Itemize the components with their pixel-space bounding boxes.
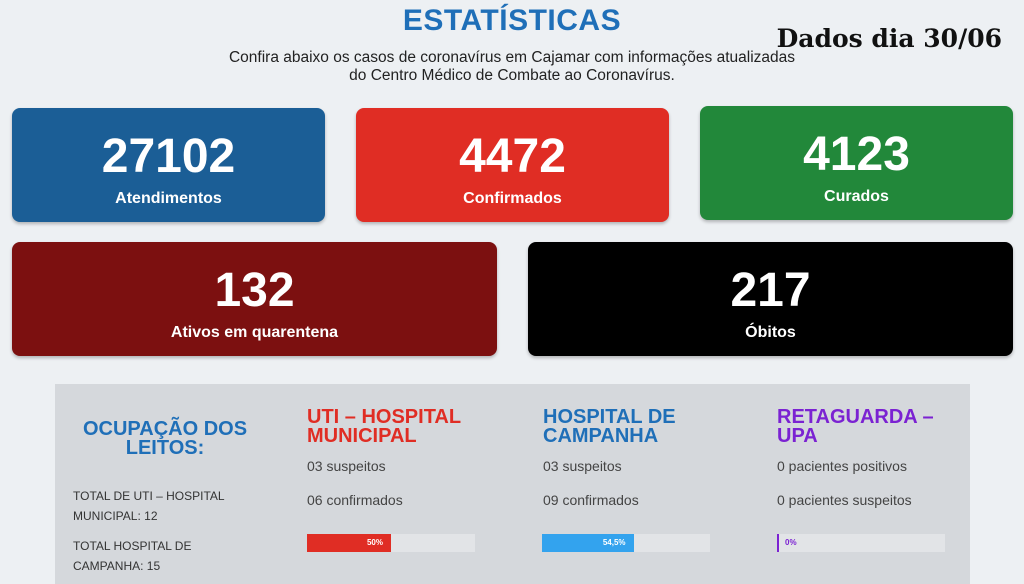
uti-column: UTI – HOSPITAL MUNICIPAL	[307, 406, 507, 447]
stat-label: Óbitos	[745, 324, 796, 341]
stat-card-confirmados: 4472 Confirmados	[356, 108, 669, 222]
uti-suspeitos: 03 suspeitos	[307, 458, 386, 474]
occupancy-title-line-1: OCUPAÇÃO DOS	[82, 418, 248, 440]
page-title: ESTATÍSTICAS	[402, 4, 622, 37]
subtitle-line-2: do Centro Médico de Combate ao Coronavír…	[349, 67, 675, 84]
stat-card-obitos: 217 Óbitos	[528, 242, 1013, 356]
total-campanha: TOTAL HOSPITAL DE CAMPANHA: 15	[73, 536, 253, 576]
retaguarda-title-line-2: UPA	[777, 425, 818, 447]
stat-value: 217	[730, 264, 811, 317]
stat-card-curados: 4123 Curados	[700, 106, 1013, 220]
retaguarda-progress-label: 0%	[785, 538, 797, 547]
uti-title-line-2: MUNICIPAL	[307, 425, 417, 447]
campanha-progress-fill: 54,5%	[542, 534, 634, 552]
total-campanha-line-2: CAMPANHA: 15	[73, 556, 253, 576]
stat-value: 4472	[459, 130, 566, 183]
stat-card-ativos: 132 Ativos em quarentena	[12, 242, 497, 356]
total-uti: TOTAL DE UTI – HOSPITAL MUNICIPAL: 12	[73, 486, 253, 526]
campanha-suspeitos: 03 suspeitos	[543, 458, 622, 474]
stat-value: 27102	[101, 130, 236, 183]
campanha-column: HOSPITAL DE CAMPANHA	[543, 406, 743, 447]
retaguarda-suspeitos: 0 pacientes suspeitos	[777, 492, 912, 508]
total-campanha-label: CAMPANHA:	[73, 559, 144, 573]
uti-progress-fill: 50%	[307, 534, 391, 552]
subtitle-line-1: Confira abaixo os casos de coronavírus e…	[228, 49, 795, 66]
retaguarda-positivos: 0 pacientes positivos	[777, 458, 907, 474]
total-uti-value: 12	[144, 509, 158, 523]
uti-title-line-1: UTI – HOSPITAL	[307, 406, 462, 428]
campanha-title-line-2: CAMPANHA	[543, 425, 659, 447]
occupancy-panel: OCUPAÇÃO DOS LEITOS: TOTAL DE UTI – HOSP…	[55, 384, 970, 584]
stat-card-atendimentos: 27102 Atendimentos	[12, 108, 325, 222]
retaguarda-title-line-1: RETAGUARDA –	[777, 406, 934, 428]
total-uti-line-1: TOTAL DE UTI – HOSPITAL	[73, 489, 225, 503]
occupancy-title-line-2: LEITOS:	[125, 437, 205, 459]
retaguarda-progress-bar: 0%	[777, 534, 945, 552]
total-campanha-line-1: TOTAL HOSPITAL DE	[73, 539, 192, 553]
stat-label: Atendimentos	[115, 190, 222, 207]
page-subtitle: Confira abaixo os casos de coronavírus e…	[0, 49, 1024, 85]
retaguarda-title: RETAGUARDA – UPA	[777, 406, 977, 447]
campanha-confirmados: 09 confirmados	[543, 492, 639, 508]
stat-label: Confirmados	[463, 190, 562, 207]
stat-label: Ativos em quarentena	[170, 324, 339, 341]
total-campanha-value: 15	[146, 559, 161, 573]
stat-value: 132	[214, 264, 295, 317]
uti-confirmados: 06 confirmados	[307, 492, 403, 508]
occupancy-title: OCUPAÇÃO DOS LEITOS:	[75, 418, 255, 459]
uti-progress-bar: 50%	[307, 534, 475, 552]
stat-label: Curados	[824, 188, 889, 205]
campanha-title-line-1: HOSPITAL DE	[543, 406, 676, 428]
retaguarda-progress-fill	[777, 534, 779, 552]
total-uti-label: MUNICIPAL:	[73, 509, 141, 523]
retaguarda-column: RETAGUARDA – UPA	[777, 406, 977, 447]
campanha-title: HOSPITAL DE CAMPANHA	[543, 406, 743, 447]
stat-value: 4123	[803, 128, 910, 181]
total-uti-line-2: MUNICIPAL: 12	[73, 506, 253, 526]
uti-title: UTI – HOSPITAL MUNICIPAL	[307, 406, 507, 447]
date-stamp: Dados dia 30/06	[776, 24, 1002, 53]
campanha-progress-bar: 54,5%	[542, 534, 710, 552]
